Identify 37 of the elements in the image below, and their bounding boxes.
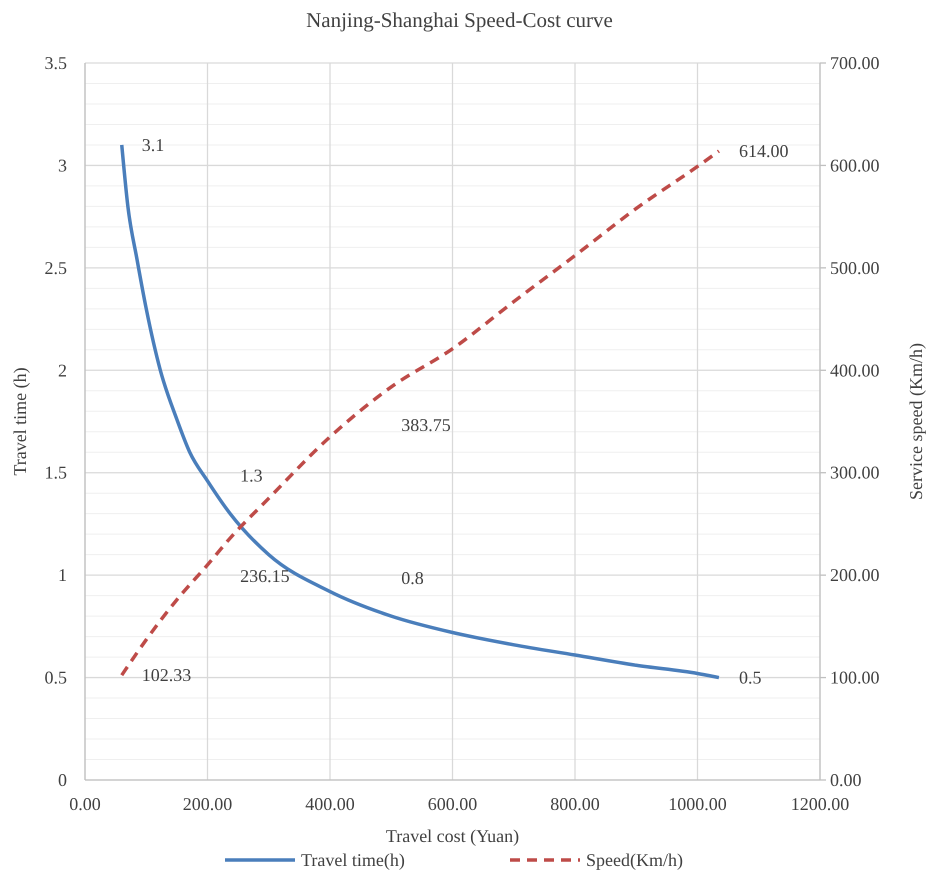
y2-axis-title: Service speed (Km/h): [906, 343, 926, 500]
chart-title: Nanjing-Shanghai Speed-Cost curve: [306, 8, 613, 32]
data-label: 102.33: [142, 665, 192, 686]
y-tick-label: 3: [58, 155, 67, 176]
y-axis-title: Travel time (h): [10, 367, 30, 476]
x-axis-title: Travel cost (Yuan): [386, 826, 520, 846]
x-tick-label: 600.00: [428, 794, 478, 814]
y2-tick-label: 200.00: [830, 565, 880, 586]
y-tick-label: 2.5: [44, 258, 67, 278]
y-tick-label: 1.5: [44, 462, 67, 483]
y-tick-label: 3.5: [44, 53, 67, 73]
legend-label: Travel time(h): [301, 850, 405, 870]
data-label: 236.15: [240, 566, 290, 586]
x-tick-label: 1200.00: [790, 794, 850, 814]
data-label: 383.75: [401, 414, 451, 435]
data-label: 3.1: [142, 134, 164, 155]
data-label: 0.5: [738, 668, 762, 688]
y2-tick-label: 100.00: [830, 668, 880, 688]
x-tick-label: 400.00: [305, 794, 355, 814]
y-tick-label: 0.5: [44, 668, 67, 688]
x-tick-label: 0.00: [69, 794, 101, 814]
y2-tick-label: 300.00: [830, 462, 880, 483]
y2-tick-label: 600.00: [830, 155, 880, 176]
y-tick-label: 2: [58, 360, 67, 380]
x-tick-label: 1000.00: [668, 794, 727, 814]
y2-tick-label: 400.00: [830, 360, 880, 380]
data-label: 614.00: [738, 141, 788, 162]
x-tick-label: 200.00: [182, 794, 232, 814]
x-tick-label: 800.00: [550, 794, 600, 814]
y-tick-label: 0: [58, 770, 67, 790]
y-tick-label: 1: [58, 565, 67, 586]
data-label: 0.8: [401, 568, 424, 588]
y2-tick-label: 700.00: [830, 53, 880, 73]
legend-label: Speed(Km/h): [586, 850, 683, 870]
y2-tick-label: 0.00: [830, 770, 862, 790]
data-label: 1.3: [240, 466, 263, 486]
y2-tick-label: 500.00: [830, 258, 880, 278]
